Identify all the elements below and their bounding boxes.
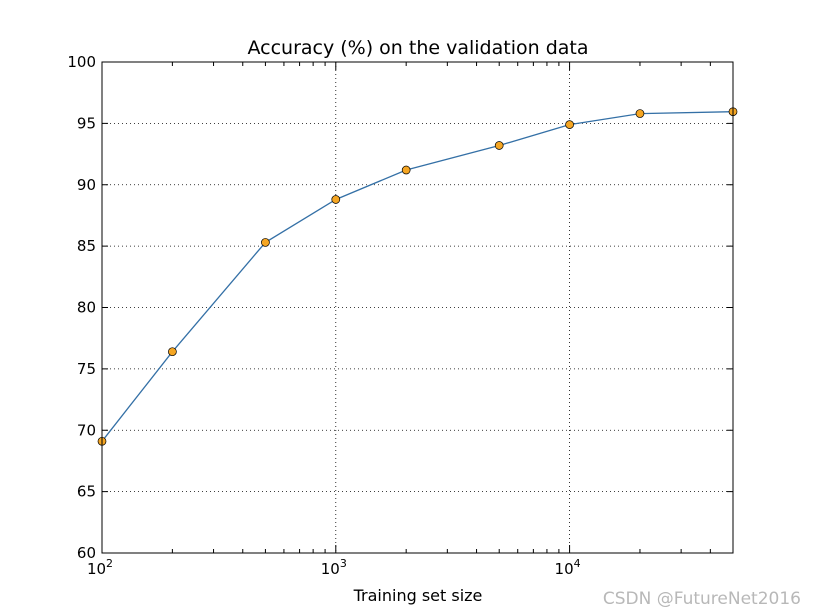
grid-lines	[102, 62, 733, 553]
data-point	[494, 141, 504, 150]
series-layer	[97, 107, 738, 446]
data-point	[331, 195, 341, 204]
data-point	[168, 347, 177, 357]
y-tick-label: 95	[77, 114, 96, 132]
y-tick-label: 100	[67, 53, 96, 71]
x-axis-label: Training set size	[353, 586, 483, 605]
series-line	[101, 111, 734, 442]
x-tick-label: 102	[87, 557, 113, 578]
data-point	[401, 165, 411, 175]
y-tick-label: 75	[77, 360, 96, 378]
data-point	[635, 109, 645, 118]
y-tick-label: 65	[77, 483, 96, 501]
tick-marks	[101, 61, 734, 554]
y-tick-label: 85	[77, 237, 96, 255]
x-tick-label: 104	[555, 557, 581, 578]
y-tick-label: 90	[77, 176, 96, 194]
data-point	[565, 120, 574, 129]
x-tick-label: 103	[321, 557, 347, 578]
x-tick-labels: 102 103 104	[87, 557, 581, 578]
y-tick-label: 70	[77, 421, 96, 439]
y-tick-labels: 60 65 70 75 80 85 90 95 100	[67, 53, 96, 562]
y-tick-label: 60	[77, 544, 96, 562]
chart-title: Accuracy (%) on the validation data	[247, 37, 588, 59]
data-point	[261, 238, 270, 247]
watermark: CSDN @FutureNet2016	[602, 589, 801, 609]
y-tick-label: 80	[77, 299, 96, 317]
